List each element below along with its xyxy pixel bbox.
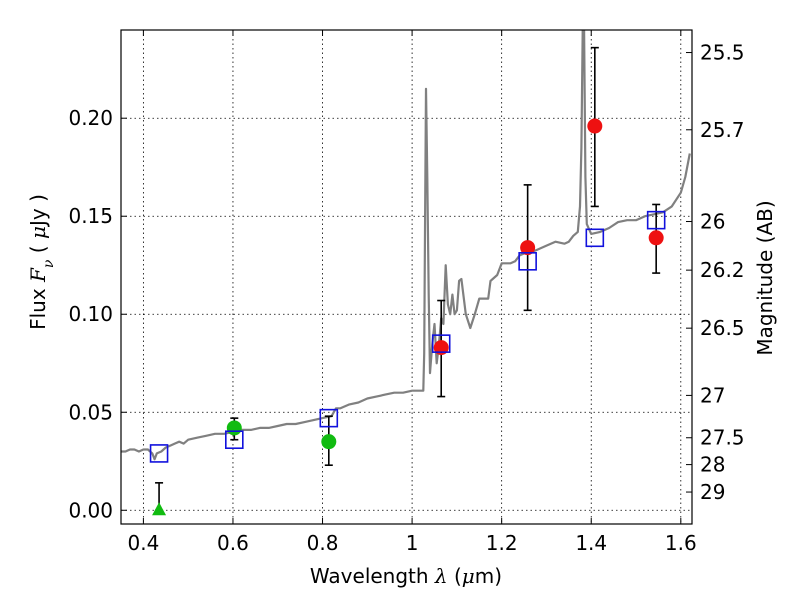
measured-flux-marker bbox=[520, 240, 536, 256]
spectrum-line bbox=[121, 30, 691, 461]
y-tick-label: 0.15 bbox=[68, 204, 113, 228]
y2-tick-label: 29 bbox=[700, 480, 725, 504]
y2-tick-label: 26 bbox=[700, 210, 725, 234]
plot-frame bbox=[120, 29, 693, 525]
y-axis-label: Flux Fν ( μJy ) bbox=[26, 194, 57, 330]
x-tick-label: 1.6 bbox=[665, 531, 697, 555]
measured-flux-marker bbox=[648, 230, 664, 246]
tick-labels: 0.4 0.6 0.8 1 1.2 1.4 1.6 0.00 0.05 0.10 0.15 0.20 2… bbox=[68, 41, 744, 555]
measured-upper-limit-marker bbox=[152, 502, 167, 516]
model-photometry-marker bbox=[149, 444, 169, 463]
y-tick-label: 0.10 bbox=[68, 302, 113, 326]
y2-tick-label: 28 bbox=[700, 453, 725, 477]
y-tick-label: 0.05 bbox=[68, 400, 113, 424]
measured-flux-marker bbox=[226, 420, 242, 436]
model-photometry-marker bbox=[319, 408, 339, 428]
model-photometry-points bbox=[149, 210, 666, 463]
y2-tick-label: 25.7 bbox=[700, 118, 745, 142]
y-tick-label: 0.20 bbox=[68, 106, 113, 130]
x-tick-label: 0.4 bbox=[127, 531, 159, 555]
y2-tick-label: 25.5 bbox=[700, 41, 745, 65]
measured-flux-marker bbox=[587, 118, 603, 134]
axis-ticks bbox=[121, 30, 692, 524]
grid-lines bbox=[121, 30, 692, 524]
y2-tick-label: 26.2 bbox=[700, 258, 745, 282]
measured-flux-points bbox=[152, 118, 664, 516]
x-tick-label: 0.6 bbox=[217, 531, 249, 555]
model-photometry-marker bbox=[431, 334, 451, 353]
x-tick-label: 1.2 bbox=[486, 531, 518, 555]
x-axis-label: Wavelength λ (μm) bbox=[310, 564, 502, 588]
x-tick-label: 1.4 bbox=[575, 531, 607, 555]
model-photometry-marker bbox=[585, 228, 605, 248]
measured-flux-marker bbox=[433, 340, 449, 356]
measured-flux-marker bbox=[321, 434, 337, 450]
model-photometry-marker bbox=[518, 252, 537, 271]
y-tick-label: 0.00 bbox=[68, 498, 113, 522]
x-tick-label: 0.8 bbox=[307, 531, 339, 555]
x-tick-label: 1 bbox=[406, 531, 419, 555]
model-spectrum bbox=[121, 30, 691, 461]
model-photometry-marker bbox=[225, 430, 244, 450]
y2-tick-label: 26.5 bbox=[700, 316, 745, 340]
model-photometry-marker bbox=[646, 210, 666, 230]
y2-tick-label: 27.5 bbox=[700, 426, 745, 450]
y2-tick-label: 27 bbox=[700, 383, 725, 407]
y2-axis-label: Magnitude (AB) bbox=[753, 200, 777, 355]
